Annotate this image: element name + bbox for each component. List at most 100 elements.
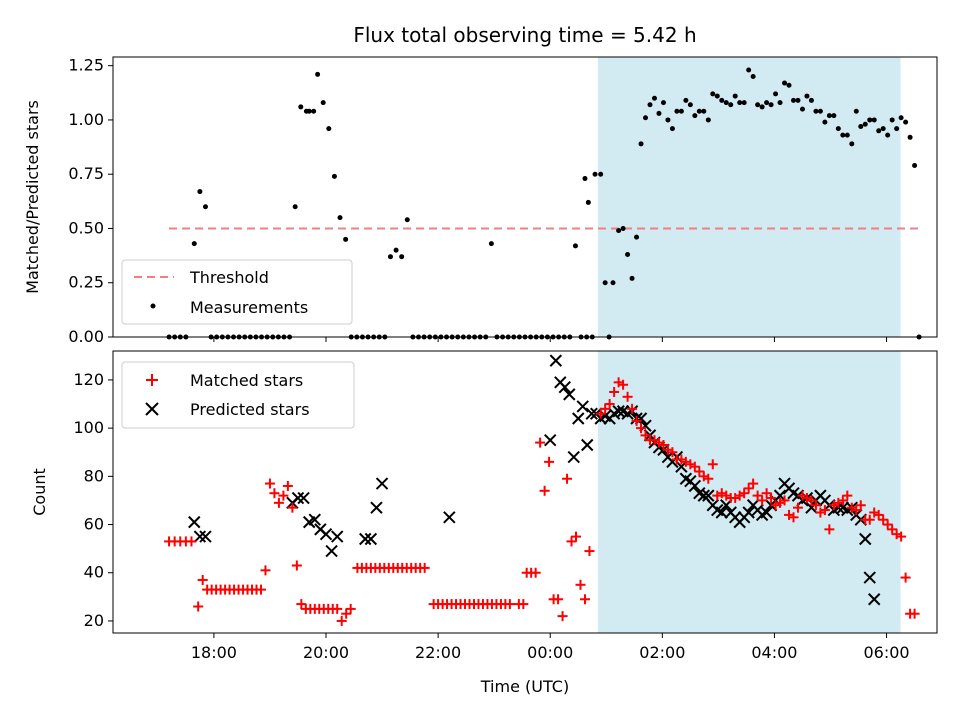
matched-star-point bbox=[810, 500, 821, 511]
matched-star-point bbox=[837, 495, 848, 506]
predicted-star-point bbox=[359, 532, 372, 546]
measurement-point bbox=[723, 100, 729, 106]
measurement-point bbox=[647, 102, 653, 108]
predicted-star-point bbox=[188, 515, 201, 529]
matched-star-point bbox=[255, 584, 266, 595]
matched-star-point bbox=[332, 603, 343, 614]
measurement-point bbox=[835, 126, 841, 132]
measurement-point bbox=[750, 74, 756, 80]
measurement-point bbox=[683, 97, 689, 103]
matched-star-point bbox=[873, 509, 884, 520]
matched-star-point bbox=[345, 603, 356, 614]
measurement-point bbox=[808, 97, 814, 103]
matched-star-point bbox=[896, 531, 907, 542]
matched-star-point bbox=[761, 488, 772, 499]
measurement-point bbox=[817, 108, 823, 114]
matched-star-point bbox=[842, 490, 853, 501]
matched-star-point bbox=[566, 536, 577, 547]
matched-star-point bbox=[618, 379, 629, 390]
measurement-point bbox=[853, 108, 859, 114]
measurement-point bbox=[585, 199, 591, 205]
measurement-point bbox=[719, 97, 725, 103]
measurement-point bbox=[773, 91, 779, 97]
ratio-y-tick-label: 1.25 bbox=[68, 56, 104, 75]
matched-star-point bbox=[544, 456, 555, 467]
matched-star-point bbox=[855, 500, 866, 511]
count-panel: 20 40 60 80 100 120 18:00 20:00 22:00 00:00 02:00… bbox=[30, 350, 938, 696]
matched-star-point bbox=[788, 512, 799, 523]
matched-star-point bbox=[530, 567, 541, 578]
measurement-point bbox=[399, 254, 405, 260]
predicted-star-point bbox=[688, 479, 702, 493]
measurement-point bbox=[826, 113, 832, 119]
x-tick-label: 00:00 bbox=[527, 643, 573, 662]
predicted-star-point bbox=[760, 506, 773, 519]
measurement-point bbox=[687, 102, 693, 108]
matched-star-point bbox=[539, 485, 550, 496]
matched-star-point bbox=[851, 505, 862, 516]
measurement-point bbox=[862, 121, 868, 127]
matched-star-point bbox=[579, 594, 590, 605]
matched-star-point bbox=[518, 599, 529, 610]
matched-star-point bbox=[341, 608, 352, 619]
predicted-star-point bbox=[544, 433, 557, 447]
measurement-point bbox=[889, 117, 895, 123]
matched-star-point bbox=[627, 403, 638, 414]
measurement-point bbox=[768, 102, 774, 108]
x-tick-label: 22:00 bbox=[415, 643, 461, 662]
measurement-point bbox=[741, 100, 747, 106]
measurement-point bbox=[315, 71, 321, 77]
matched-star-point bbox=[600, 403, 611, 414]
measurement-point bbox=[777, 100, 783, 106]
matched-star-point bbox=[878, 514, 889, 525]
measurement-point bbox=[197, 189, 203, 195]
predicted-star-point bbox=[364, 532, 378, 546]
measurement-point bbox=[849, 141, 855, 147]
measurement-point bbox=[678, 108, 684, 114]
x-tick-label: 02:00 bbox=[639, 643, 685, 662]
ratio-panel-frame bbox=[112, 56, 938, 338]
matched-star-point bbox=[296, 599, 307, 610]
measurement-point bbox=[791, 97, 797, 103]
matched-star-point bbox=[824, 524, 835, 535]
matched-star-point bbox=[631, 415, 642, 426]
measurement-point bbox=[331, 173, 337, 179]
x-tick-label: 04:00 bbox=[751, 643, 797, 662]
matched-star-point bbox=[819, 505, 830, 516]
matched-star-point bbox=[562, 473, 573, 484]
measurement-point bbox=[660, 100, 666, 106]
measurement-point bbox=[326, 126, 332, 132]
measurement-point bbox=[665, 117, 671, 123]
measurement-point bbox=[782, 80, 788, 86]
matched-star-point bbox=[575, 579, 586, 590]
measurement-point bbox=[755, 102, 761, 108]
matched-legend-label: Matched stars bbox=[190, 371, 303, 390]
matched-star-point bbox=[707, 459, 718, 470]
measurement-point bbox=[786, 82, 792, 88]
measurement-point bbox=[871, 117, 877, 123]
measurement-point bbox=[629, 275, 635, 281]
measurement-point bbox=[813, 108, 819, 114]
measurement-point bbox=[840, 132, 846, 138]
measurement-point bbox=[732, 93, 738, 99]
predicted-star-point bbox=[549, 354, 563, 367]
predicted-star-point bbox=[868, 593, 881, 606]
measurement-point bbox=[625, 252, 631, 258]
matched-star-point bbox=[743, 483, 754, 494]
ratio-observing-window bbox=[597, 57, 901, 337]
matched-star-point bbox=[766, 493, 777, 504]
measurement-point bbox=[885, 132, 891, 138]
count-y-tick-label: 120 bbox=[73, 370, 104, 389]
x-tick-label: 20:00 bbox=[303, 643, 349, 662]
measurement-point bbox=[799, 106, 805, 112]
predicted-star-point bbox=[291, 491, 305, 505]
matched-star-point bbox=[260, 565, 271, 576]
measurement-point bbox=[907, 134, 913, 140]
matched-star-point bbox=[269, 488, 280, 499]
matched-star-point bbox=[273, 497, 284, 508]
predicted-star-point bbox=[715, 506, 728, 519]
chart-title: Flux total observing time = 5.42 h bbox=[353, 23, 696, 47]
count-y-tick-label: 100 bbox=[73, 418, 104, 437]
measurement-point bbox=[191, 241, 197, 247]
